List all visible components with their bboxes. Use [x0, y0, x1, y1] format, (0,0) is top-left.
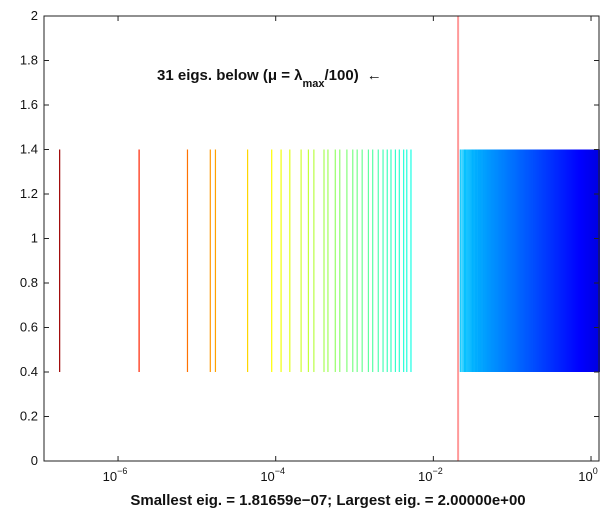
x-tick-label: 100 [578, 466, 597, 484]
y-tick-label: 0.6 [20, 320, 38, 335]
eigenvalue-lines [59, 149, 600, 372]
y-tick-label: 0.2 [20, 409, 38, 424]
y-tick-label: 0.8 [20, 275, 38, 290]
y-tick-label: 1.2 [20, 186, 38, 201]
annotation-subscript: max [302, 78, 325, 90]
x-tick-label: 10−6 [103, 466, 128, 484]
annotation-arrow: ← [367, 67, 382, 84]
y-tick-label: 1.8 [20, 53, 38, 68]
y-tick-label: 1.6 [20, 97, 38, 112]
y-tick-label: 1.4 [20, 142, 38, 157]
x-axis-label: Smallest eig. = 1.81659e−07; Largest eig… [130, 492, 525, 509]
x-axis: 10−6 10−4 10−2 100 [103, 16, 598, 484]
x-tick-label: 10−2 [418, 466, 443, 484]
x-tick-label: 10−4 [260, 466, 285, 484]
y-tick-label: 1 [31, 231, 38, 246]
y-axis: 0 0.2 0.4 0.6 0.8 1 1.2 1.4 1.6 1.8 2 [20, 8, 599, 468]
y-tick-label: 0.4 [20, 364, 38, 379]
y-tick-label: 2 [31, 8, 38, 23]
threshold-annotation: 31 eigs. below (μ = λmax/100) ← [157, 67, 382, 90]
annotation-prefix: 31 eigs. below (μ = λ [157, 67, 303, 84]
y-tick-label: 0 [31, 453, 38, 468]
annotation-suffix: /100) [325, 67, 359, 84]
